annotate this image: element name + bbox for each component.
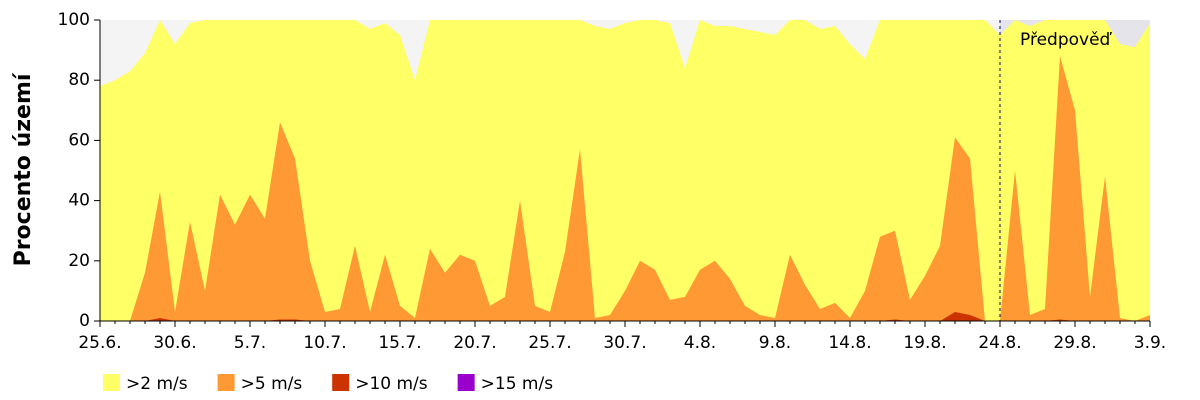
- x-tick-label: 15.7.: [378, 333, 421, 353]
- legend-label: >5 m/s: [241, 374, 303, 394]
- y-tick-label: 60: [68, 130, 90, 150]
- legend-label: >15 m/s: [481, 374, 554, 394]
- x-tick-label: 24.8.: [978, 333, 1021, 353]
- x-tick-label: 29.8.: [1053, 333, 1096, 353]
- y-axis-label: Procento území: [11, 72, 36, 266]
- x-tick-label: 30.6.: [153, 333, 196, 353]
- annotation: Předpověď: [1020, 30, 1113, 50]
- x-tick-label: 30.7.: [603, 333, 646, 353]
- legend-swatch: [332, 374, 350, 391]
- y-tick-label: 40: [68, 191, 90, 211]
- x-tick-label: 14.8.: [828, 333, 871, 353]
- areas: [100, 20, 1150, 321]
- y-tick-label: 0: [79, 311, 90, 331]
- y-tick-label: 80: [68, 70, 90, 90]
- legend-swatch: [457, 374, 475, 391]
- x-tick-label: 4.8.: [684, 333, 716, 353]
- legend-swatch: [103, 374, 120, 391]
- y-tick-label: 20: [68, 251, 90, 271]
- x-tick-label: 5.7.: [234, 333, 266, 353]
- y-tick-label: 100: [58, 10, 90, 30]
- x-tick-label: 10.7.: [303, 333, 346, 353]
- x-tick-label: 25.7.: [528, 333, 571, 353]
- legend-swatch: [217, 374, 235, 391]
- x-tick-label: 25.6.: [78, 333, 121, 353]
- x-tick-label: 19.8.: [903, 333, 946, 353]
- legend-label: >2 m/s: [126, 374, 188, 394]
- legend-label: >10 m/s: [355, 374, 428, 394]
- x-tick-label: 9.8.: [759, 333, 791, 353]
- x-tick-label: 20.7.: [453, 333, 496, 353]
- x-tick-label: 3.9.: [1134, 333, 1166, 353]
- area: [100, 56, 1150, 321]
